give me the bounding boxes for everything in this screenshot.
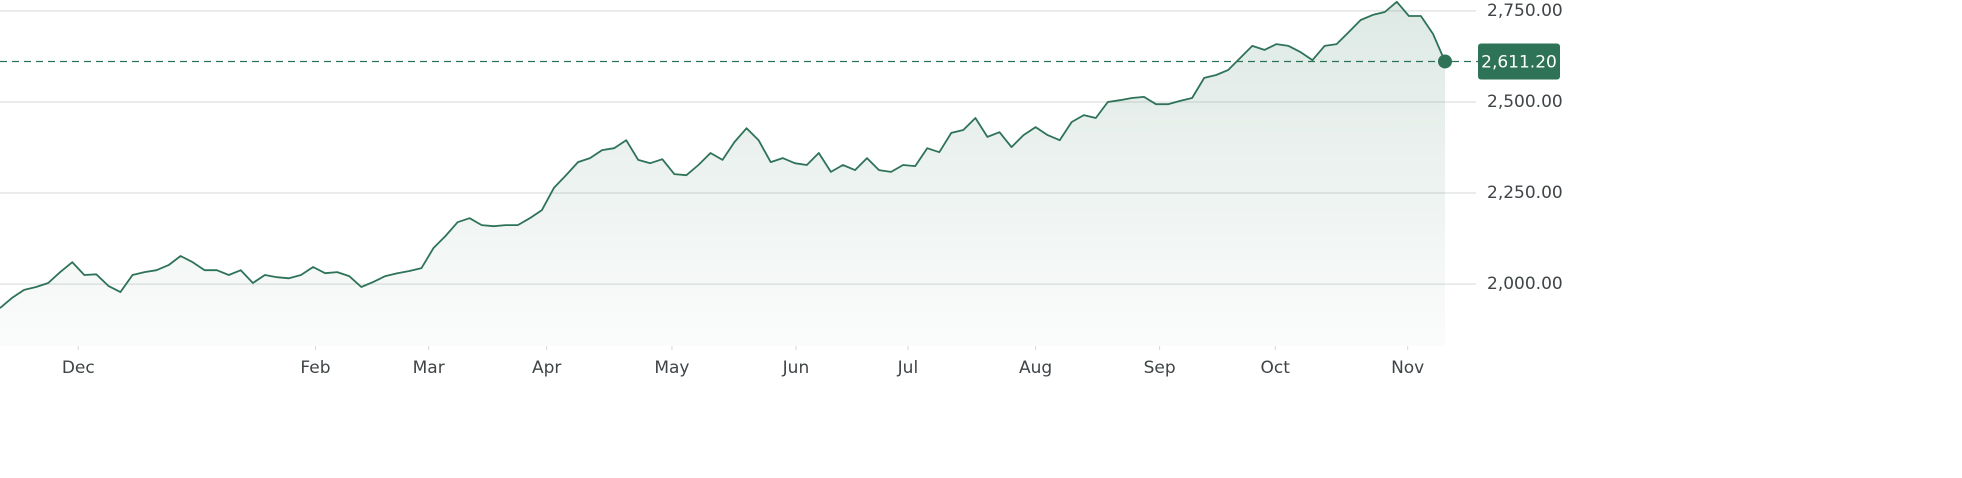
x-tick-label: Apr — [532, 358, 561, 378]
x-tick-label: Oct — [1261, 358, 1291, 378]
x-tick-label: Feb — [300, 358, 330, 378]
x-tick-label: Mar — [413, 358, 445, 378]
price-badge — [1478, 43, 1560, 80]
last-point — [1438, 54, 1452, 69]
x-tick-label: Dec — [62, 358, 95, 378]
y-tick-label: 2,500.00 — [1487, 92, 1563, 112]
y-tick-label: 2,750.00 — [1487, 1, 1563, 21]
x-tick-label: Jul — [897, 358, 919, 378]
y-tick-label: 2,250.00 — [1487, 183, 1563, 203]
x-tick-label: Aug — [1019, 358, 1052, 378]
x-tick-label: Nov — [1391, 358, 1424, 378]
x-tick-label: May — [654, 358, 689, 378]
x-tick-label: Sep — [1144, 358, 1176, 378]
x-tick-label: Jun — [782, 358, 810, 378]
price-badge-label: 2,611.20 — [1481, 52, 1557, 72]
price-line — [0, 0, 1446, 309]
y-tick-label: 2,000.00 — [1487, 274, 1563, 294]
area-fill — [0, 1, 1445, 347]
